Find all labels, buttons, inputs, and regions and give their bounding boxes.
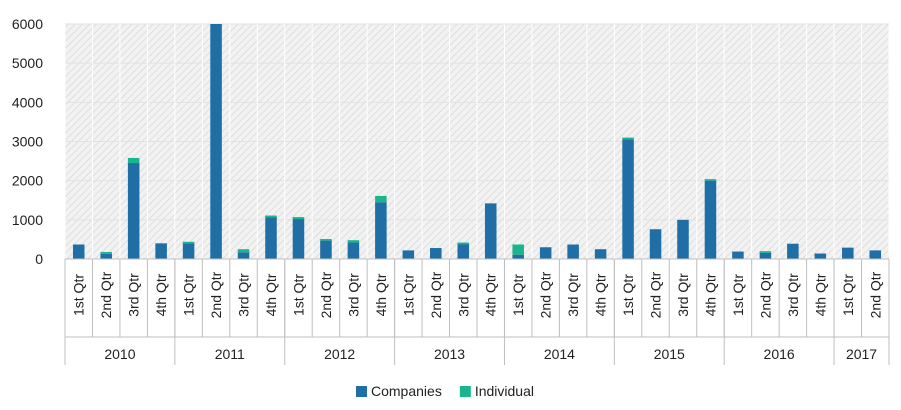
bar-companies-15 bbox=[484, 203, 497, 259]
legend-label-companies: Companies bbox=[371, 383, 442, 399]
x-tick-label: 1st Qtr bbox=[620, 274, 636, 316]
x-tick-label: 3rd Qtr bbox=[455, 273, 471, 317]
bar-individual-7 bbox=[265, 215, 277, 218]
bar-individual-25 bbox=[759, 251, 772, 253]
bar-companies-23 bbox=[704, 180, 717, 259]
bar-companies-7 bbox=[265, 217, 277, 259]
y-tick-label: 3000 bbox=[12, 134, 43, 150]
bar-companies-14 bbox=[457, 244, 470, 259]
bar-companies-17 bbox=[539, 247, 552, 259]
bar-companies-10 bbox=[347, 242, 360, 259]
x-tick-label: 4th Qtr bbox=[702, 273, 718, 316]
bar-companies-28 bbox=[842, 247, 854, 259]
x-tick-label: 3rd Qtr bbox=[345, 273, 361, 317]
x-tick-label: 1st Qtr bbox=[71, 274, 87, 316]
bar-individual-20 bbox=[622, 137, 634, 140]
x-tick-label: 3rd Qtr bbox=[126, 273, 142, 317]
bar-companies-21 bbox=[649, 229, 662, 259]
bar-companies-26 bbox=[787, 243, 799, 259]
bar-companies-5 bbox=[210, 24, 222, 259]
year-label: 2012 bbox=[324, 346, 355, 362]
bar-companies-0 bbox=[72, 244, 85, 259]
x-tick-label: 4th Qtr bbox=[483, 273, 499, 316]
bar-companies-24 bbox=[732, 251, 744, 259]
bar-companies-18 bbox=[567, 244, 579, 259]
bar-companies-2 bbox=[127, 163, 140, 259]
x-tick-label: 2nd Qtr bbox=[318, 271, 334, 318]
x-tick-label: 3rd Qtr bbox=[785, 273, 801, 317]
legend-swatch-companies bbox=[356, 386, 367, 397]
y-tick-label: 4000 bbox=[12, 94, 43, 110]
bar-companies-25 bbox=[759, 252, 772, 259]
x-tick-label: 3rd Qtr bbox=[565, 273, 581, 317]
bar-individual-9 bbox=[320, 239, 332, 241]
year-label: 2010 bbox=[104, 346, 135, 362]
bar-companies-3 bbox=[155, 243, 167, 259]
x-tick-label: 4th Qtr bbox=[373, 273, 389, 316]
bar-companies-20 bbox=[622, 139, 634, 259]
y-tick-label: 6000 bbox=[12, 16, 43, 32]
year-label: 2015 bbox=[654, 346, 685, 362]
x-tick-label: 2nd Qtr bbox=[538, 271, 554, 318]
bar-individual-4 bbox=[182, 241, 195, 244]
axes: 0 1000 2000 3000 4000 5000 6000 1st Qtr 2nd Qtr 3… bbox=[12, 16, 890, 365]
x-tick-label: 4th Qtr bbox=[593, 273, 609, 316]
x-tick-label: 1st Qtr bbox=[510, 274, 526, 316]
y-tick-label: 1000 bbox=[12, 212, 43, 228]
x-tick-label: 3rd Qtr bbox=[236, 273, 252, 317]
y-tick-label: 0 bbox=[35, 251, 43, 267]
y-tick-label: 5000 bbox=[12, 55, 43, 71]
legend-label-individual: Individual bbox=[475, 383, 534, 399]
bar-companies-16 bbox=[512, 254, 524, 259]
bar-individual-6 bbox=[237, 249, 250, 253]
x-tick-label: 4th Qtr bbox=[153, 273, 169, 316]
year-label: 2016 bbox=[764, 346, 795, 362]
bar-individual-23 bbox=[704, 179, 717, 181]
bar-individual-8 bbox=[292, 217, 305, 220]
x-tick-label: 3rd Qtr bbox=[675, 273, 691, 317]
x-tick-label: 1st Qtr bbox=[400, 274, 416, 316]
bar-companies-27 bbox=[814, 253, 827, 259]
x-tick-label: 2nd Qtr bbox=[98, 271, 114, 318]
bar-companies-29 bbox=[869, 250, 882, 259]
x-tick-label: 2nd Qtr bbox=[648, 271, 664, 318]
plot-area bbox=[64, 23, 890, 260]
bar-companies-4 bbox=[182, 243, 195, 259]
bar-individual-14 bbox=[457, 242, 470, 245]
x-tick-label: 2nd Qtr bbox=[867, 271, 883, 318]
year-label: 2017 bbox=[846, 346, 877, 362]
x-tick-label: 2nd Qtr bbox=[757, 271, 773, 318]
x-tick-label: 1st Qtr bbox=[290, 274, 306, 316]
legend: Companies Individual bbox=[356, 383, 534, 399]
x-tick-label: 2nd Qtr bbox=[428, 271, 444, 318]
x-tick-label: 4th Qtr bbox=[812, 273, 828, 316]
x-tick-label: 4th Qtr bbox=[263, 273, 279, 316]
bar-companies-19 bbox=[594, 249, 607, 259]
bar-companies-6 bbox=[237, 252, 250, 259]
bar-companies-9 bbox=[320, 240, 332, 259]
bar-individual-10 bbox=[347, 240, 360, 243]
bar-individual-11 bbox=[375, 195, 387, 203]
bar-companies-13 bbox=[430, 248, 442, 259]
bar-individual-1 bbox=[100, 251, 112, 254]
year-label: 2011 bbox=[215, 346, 245, 362]
bar-companies-22 bbox=[677, 219, 689, 259]
year-label: 2014 bbox=[544, 346, 575, 362]
x-tick-label: 1st Qtr bbox=[840, 274, 856, 316]
y-tick-label: 2000 bbox=[12, 173, 43, 189]
bars bbox=[72, 24, 882, 259]
legend-swatch-individual bbox=[459, 386, 471, 397]
year-label: 2013 bbox=[434, 346, 465, 362]
bar-individual-2 bbox=[127, 157, 140, 164]
x-tick-label: 1st Qtr bbox=[181, 274, 197, 316]
x-tick-label: 2nd Qtr bbox=[208, 271, 224, 318]
bar-individual-16 bbox=[512, 244, 524, 255]
x-tick-label: 1st Qtr bbox=[730, 274, 746, 316]
bar-companies-8 bbox=[292, 219, 305, 259]
bar-companies-12 bbox=[402, 250, 415, 259]
bar-companies-11 bbox=[375, 202, 387, 259]
bar-companies-1 bbox=[100, 253, 112, 259]
